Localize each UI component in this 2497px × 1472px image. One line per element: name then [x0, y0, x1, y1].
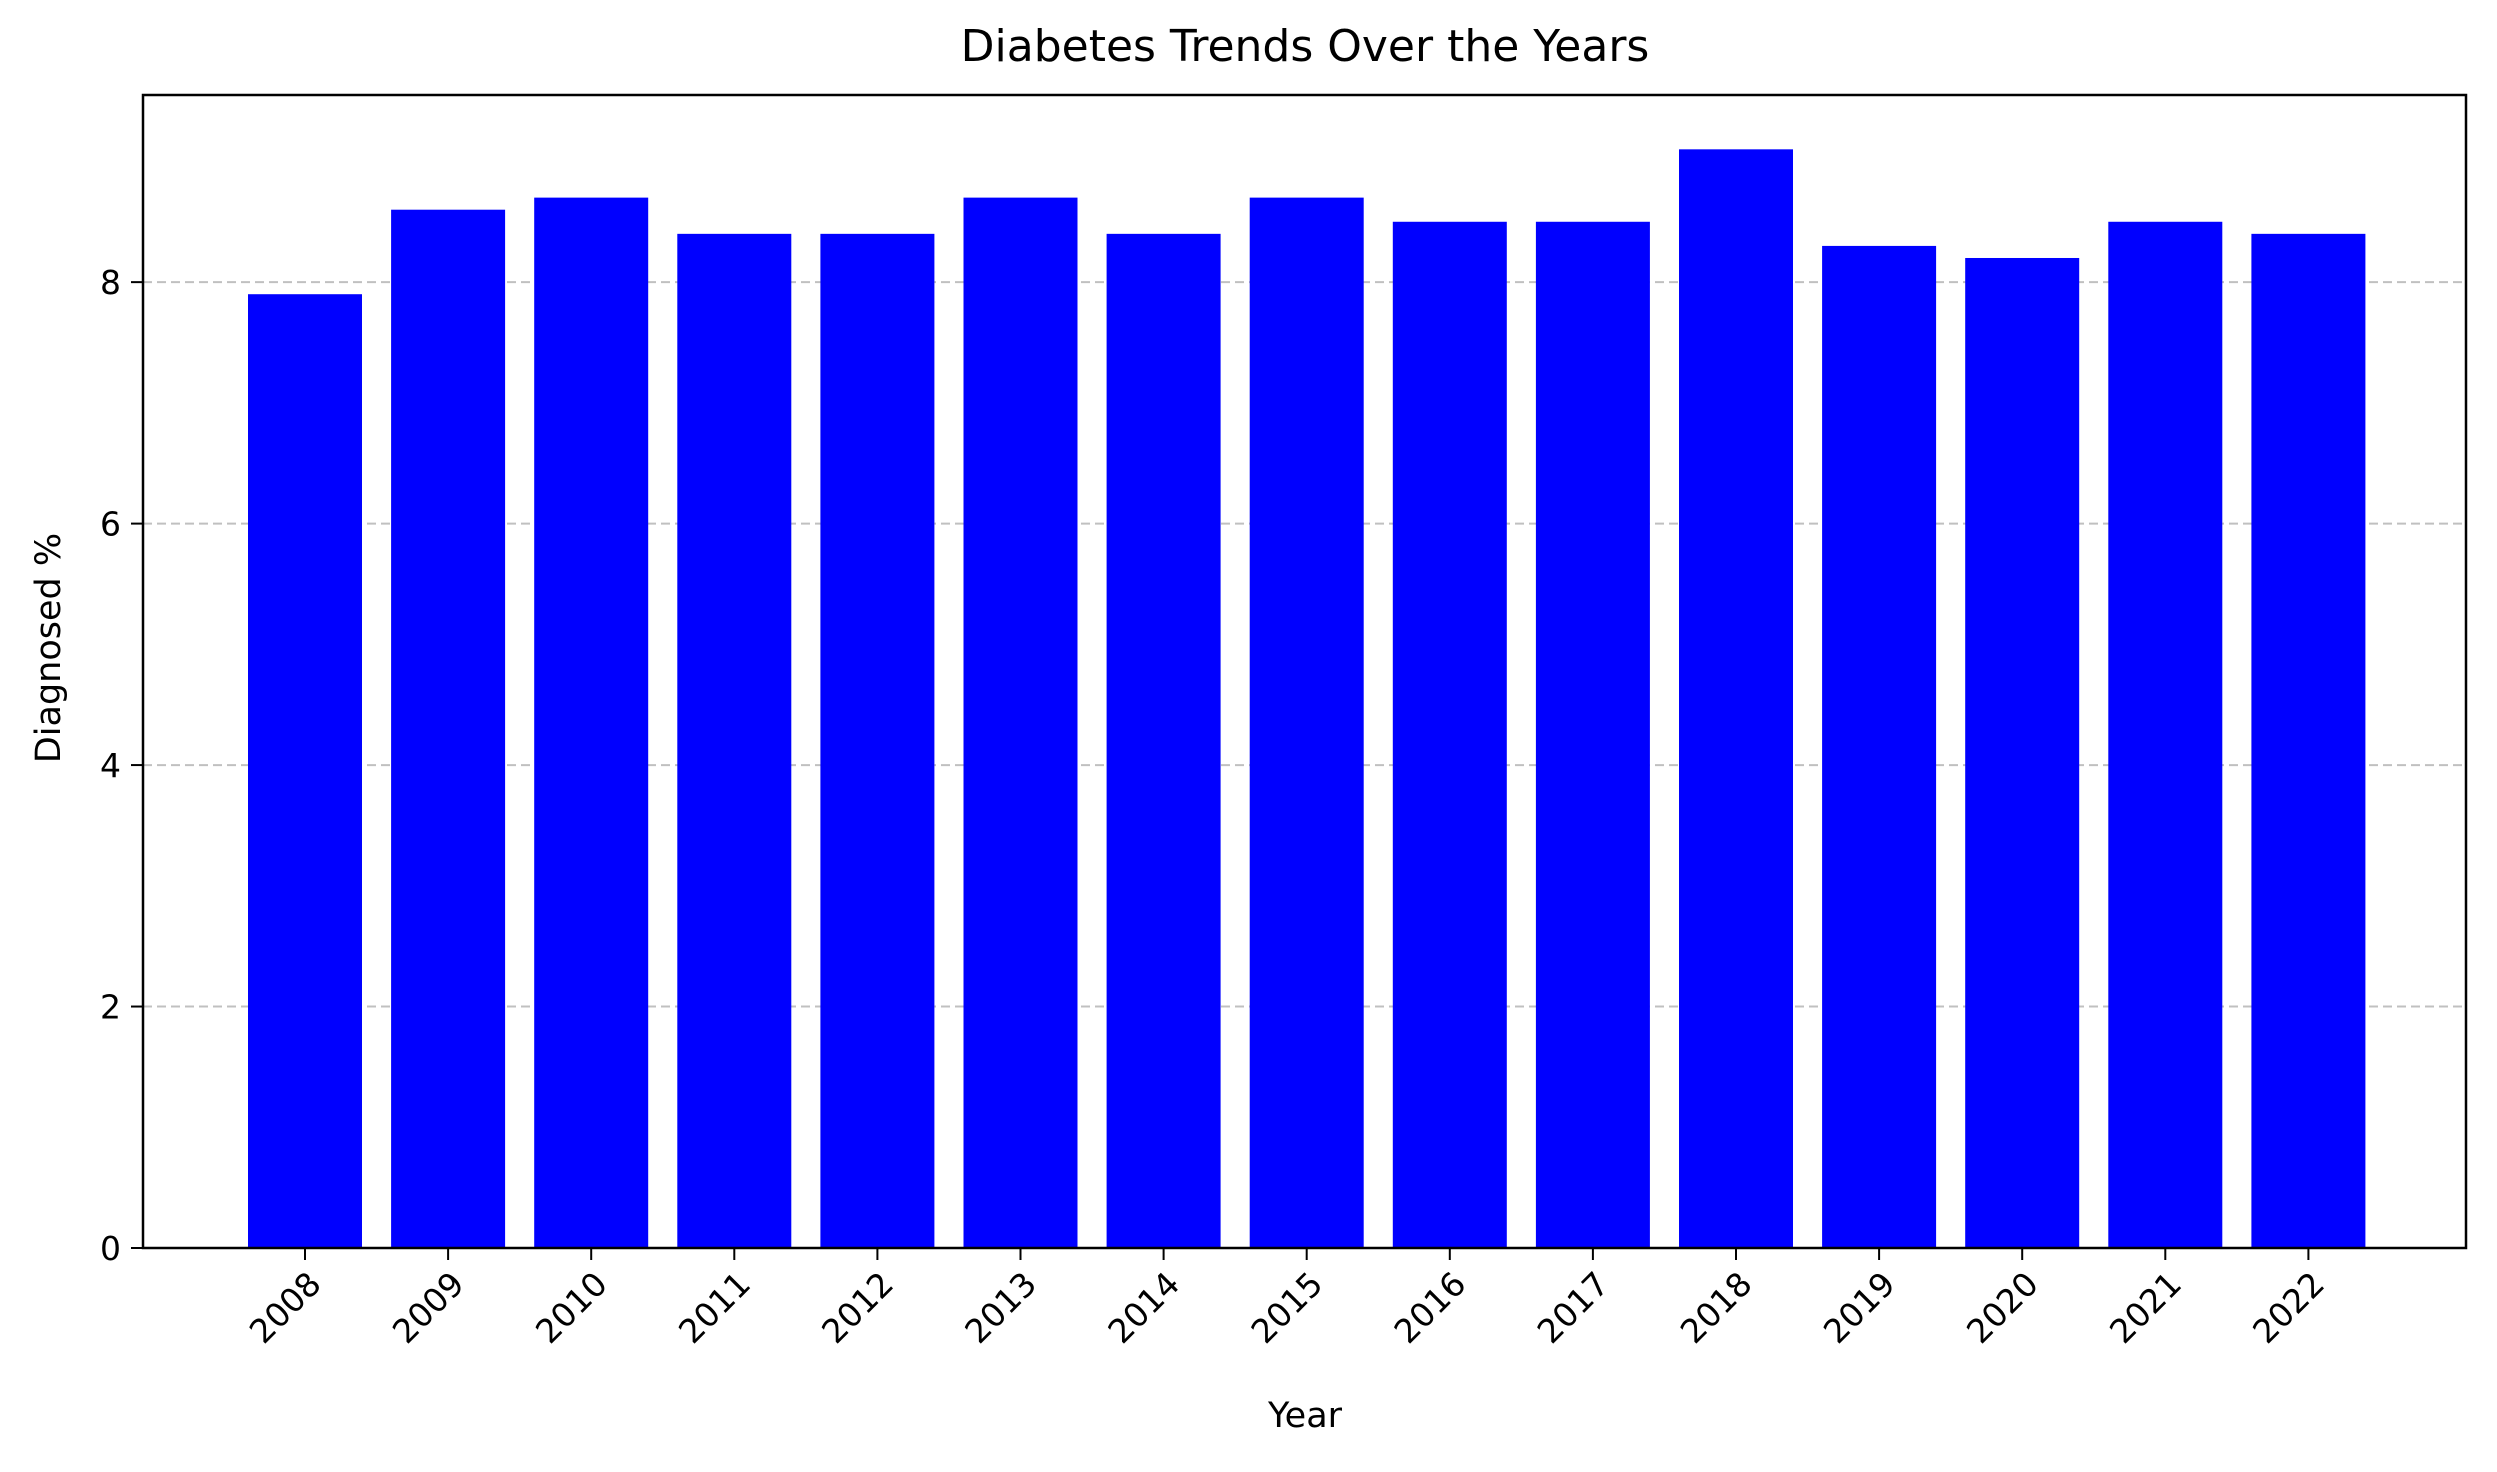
x-axis-label: Year: [1267, 1396, 1343, 1436]
bar-2017: [1535, 221, 1650, 1248]
bar-2018: [1679, 149, 1793, 1249]
bar-2012: [820, 233, 935, 1249]
bar-2021: [2108, 221, 2223, 1248]
bar-2022: [2251, 233, 2366, 1249]
y-tick-label: 0: [100, 1229, 121, 1268]
bar-2014: [1106, 233, 1221, 1249]
bar-2013: [963, 197, 1078, 1248]
y-tick-label: 6: [100, 505, 121, 544]
bar-2015: [1249, 197, 1364, 1248]
bar-2020: [1965, 257, 2080, 1249]
axes: [141, 93, 2468, 1250]
y-axis-label: Diagnosed %: [29, 533, 69, 763]
bar-2010: [534, 197, 649, 1248]
plot-frame: [141, 93, 2468, 1250]
y-tick-label: 8: [100, 263, 121, 302]
bar-2008: [248, 294, 362, 1248]
chart-title: Diabetes Trends Over the Years: [961, 21, 1650, 72]
bar-2016: [1392, 221, 1507, 1248]
bar-2009: [391, 209, 506, 1249]
bar-2019: [1822, 245, 1937, 1248]
y-tick-label: 4: [100, 746, 121, 785]
y-tick-label: 2: [100, 988, 121, 1027]
bar-2011: [677, 233, 792, 1249]
bars: [248, 149, 2366, 1249]
